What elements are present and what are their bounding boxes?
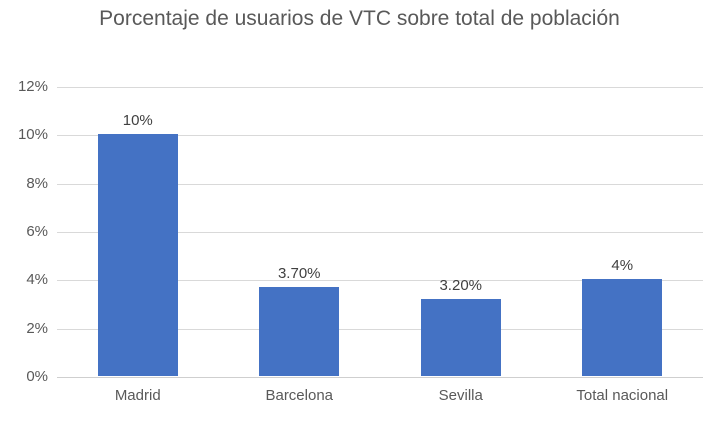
gridline [57,87,703,88]
category-label: Total nacional [576,387,669,404]
bar-madrid [97,134,178,376]
data-label: 3.70% [277,264,321,282]
data-label: 3.20% [439,276,483,294]
gridline [57,280,703,282]
category-label: Madrid [114,387,161,404]
bar-barcelona [259,286,340,376]
gridline [57,232,703,233]
category-label: Sevilla [438,387,483,404]
y-tick-label: 10% [17,126,48,144]
y-tick-label: 0% [26,368,48,385]
bar-sevilla [420,298,501,376]
data-label: 10% [122,112,153,130]
bar-total-nacional [582,279,663,376]
chart-title: Porcentaje de usuarios de VTC sobre tota… [99,7,620,30]
category-label: Barcelona [265,387,334,404]
y-tick-label: 8% [26,174,48,192]
x-axis-line [57,377,703,378]
y-tick-label: 2% [26,319,48,337]
y-tick-label: 12% [17,78,48,95]
data-label: 4% [611,257,634,275]
y-tick-label: 6% [26,223,48,240]
plot-area [57,87,703,378]
gridline [57,135,703,137]
gridline [57,183,703,185]
y-tick-label: 4% [26,271,48,289]
gridline [57,328,703,330]
